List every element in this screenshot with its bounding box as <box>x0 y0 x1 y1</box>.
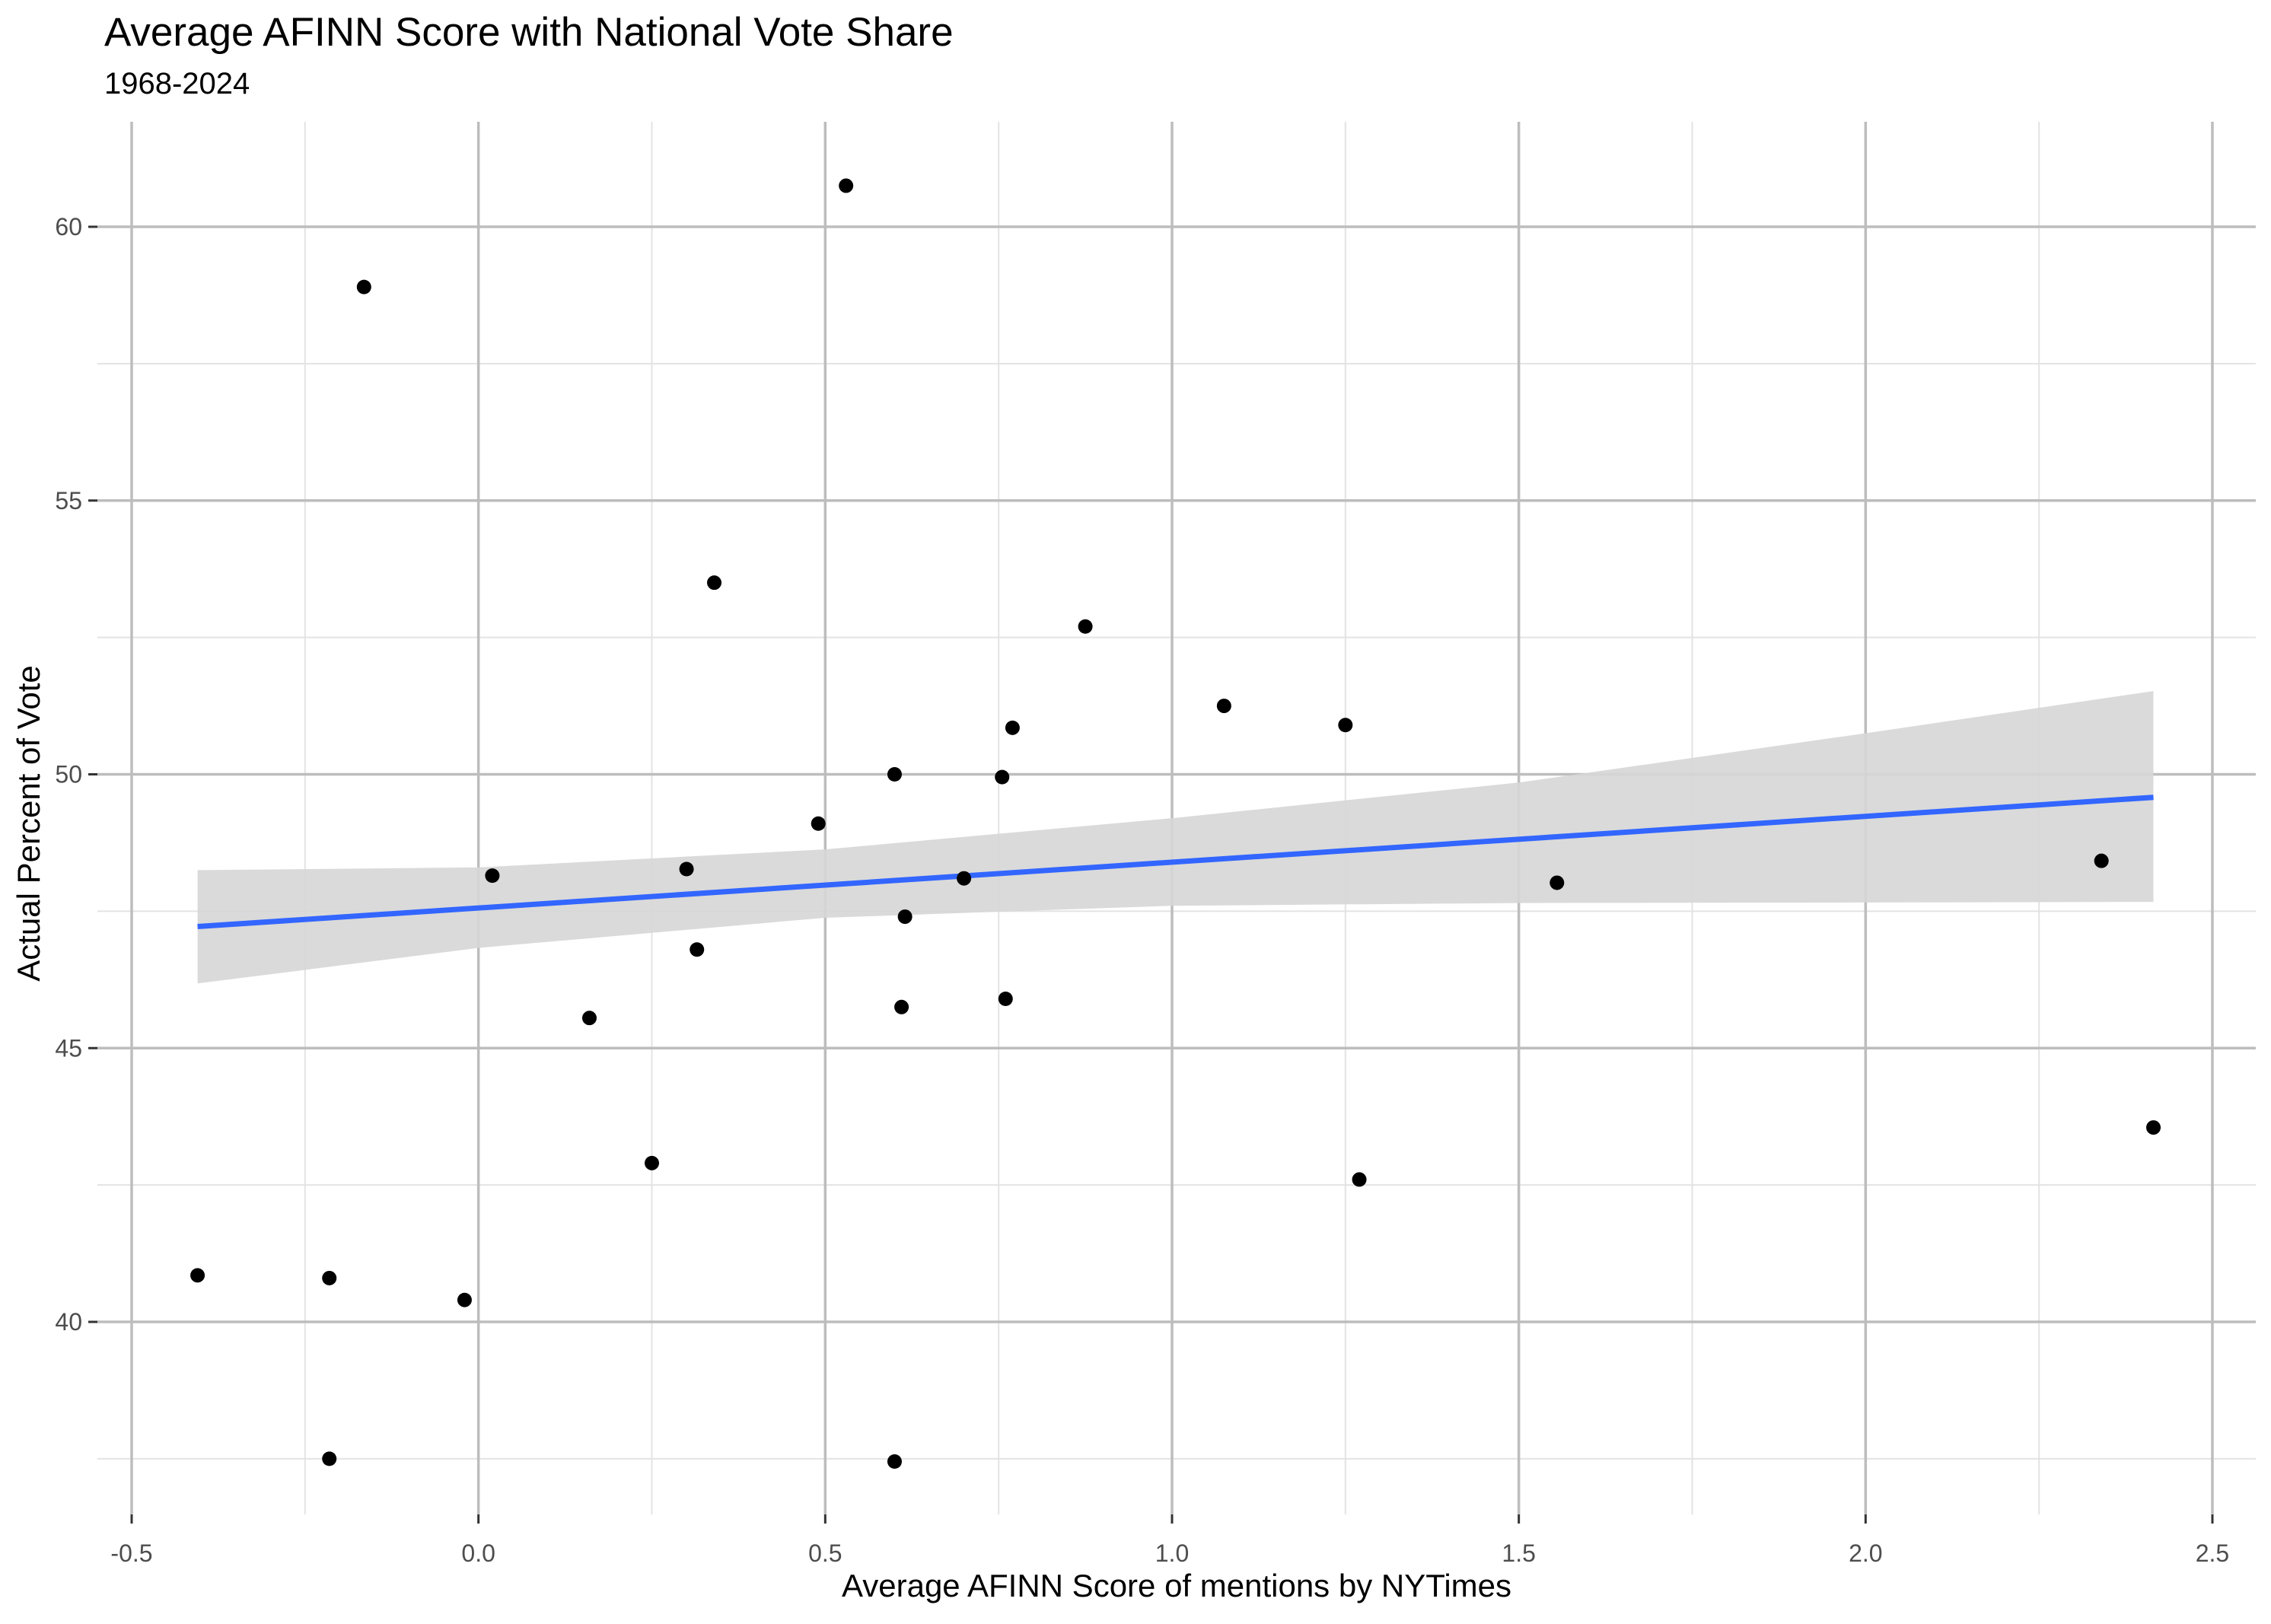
data-point <box>2146 1120 2161 1135</box>
chart-subtitle: 1968-2024 <box>104 67 250 100</box>
x-tick-label: 2.5 <box>2196 1540 2229 1567</box>
x-axis-title: Average AFINN Score of mentions by NYTim… <box>842 1568 1511 1603</box>
x-tick-label: 0.0 <box>461 1540 495 1567</box>
data-point <box>2094 853 2109 868</box>
data-point <box>998 991 1013 1006</box>
data-point <box>1078 619 1093 634</box>
x-axis-ticks: -0.5 0.0 0.5 1.0 1.5 2.0 2.5 <box>110 1514 2229 1567</box>
data-point <box>322 1451 337 1466</box>
data-point <box>1338 718 1353 733</box>
data-point <box>957 871 972 886</box>
x-tick-label: 0.5 <box>808 1540 842 1567</box>
x-tick-label: -0.5 <box>110 1540 152 1567</box>
data-point <box>839 178 854 193</box>
y-tick-label: 60 <box>55 213 82 240</box>
trend-line-layer <box>197 794 2154 930</box>
data-point <box>322 1270 337 1285</box>
data-point <box>887 1454 902 1469</box>
data-point <box>707 575 722 591</box>
data-point <box>995 769 1010 785</box>
data-point <box>457 1292 472 1307</box>
data-point <box>1550 875 1565 890</box>
y-tick-label: 40 <box>55 1308 82 1336</box>
data-point <box>679 861 694 877</box>
data-points <box>190 178 2161 1469</box>
data-point <box>897 909 913 925</box>
trend-line <box>197 794 2154 930</box>
minor-gridlines <box>97 122 2256 1514</box>
x-tick-label: 2.0 <box>1849 1540 1882 1567</box>
data-point <box>644 1155 659 1170</box>
data-point <box>690 942 705 957</box>
y-axis-ticks: 40 45 50 55 60 <box>55 213 97 1336</box>
major-gridlines <box>97 122 2256 1514</box>
y-tick-label: 55 <box>55 487 82 514</box>
data-point <box>1352 1172 1367 1187</box>
y-tick-label: 50 <box>55 761 82 788</box>
data-point <box>581 1011 597 1026</box>
confidence-band-layer <box>197 691 2154 984</box>
data-point <box>894 999 909 1014</box>
x-tick-label: 1.0 <box>1155 1540 1189 1567</box>
data-point <box>1005 720 1020 735</box>
data-point <box>485 868 500 884</box>
data-point <box>190 1268 205 1283</box>
data-point <box>811 816 826 831</box>
confidence-band <box>197 691 2154 984</box>
data-point <box>1216 699 1231 714</box>
y-axis-title: Actual Percent of Vote <box>11 665 46 982</box>
y-tick-label: 45 <box>55 1034 82 1062</box>
chart-title: Average AFINN Score with National Vote S… <box>104 10 954 55</box>
data-point <box>356 279 371 295</box>
x-tick-label: 1.5 <box>1502 1540 1535 1567</box>
data-point <box>887 767 902 782</box>
